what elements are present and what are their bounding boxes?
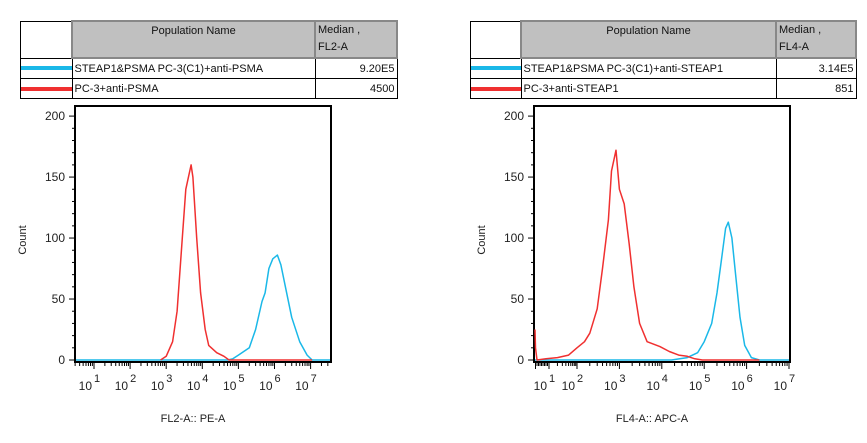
header-median-line1: Median , xyxy=(318,24,361,36)
x-tick-exponent: 6 xyxy=(747,373,753,385)
y-tick-label: 200 xyxy=(45,109,65,123)
y-axis-label: Count xyxy=(17,225,29,254)
histogram-series-red xyxy=(160,164,313,361)
legend-row: PC-3+anti-PSMA 4500 xyxy=(20,78,398,99)
x-tick-label: 10 xyxy=(731,379,745,393)
x-tick-exponent: 4 xyxy=(662,373,668,385)
y-tick-label: 200 xyxy=(504,109,524,123)
x-tick-label: 10 xyxy=(187,379,201,393)
y-tick-label: 50 xyxy=(511,292,525,306)
median-value: 851 xyxy=(775,78,857,99)
header-population-name: Population Name xyxy=(71,20,316,59)
x-axis-label: FL2-A:: PE-A xyxy=(161,413,226,425)
histogram-series-red xyxy=(534,149,760,361)
header-median-line2: FL4-A xyxy=(779,41,809,53)
x-tick-exponent: 5 xyxy=(704,373,710,385)
x-tick-label: 10 xyxy=(774,379,788,393)
plot-frame xyxy=(533,105,791,363)
histogram-series-blue xyxy=(535,221,789,361)
x-tick-exponent: 2 xyxy=(577,373,583,385)
header-median: Median , FL2-A xyxy=(314,20,398,59)
legend-table-left: Population Name Median , FL2-A STEAP1&PSM… xyxy=(20,20,398,99)
y-tick-label: 0 xyxy=(58,353,65,367)
x-tick-exponent: 1 xyxy=(549,373,555,385)
x-tick-label: 10 xyxy=(79,379,93,393)
x-tick-label: 10 xyxy=(259,379,273,393)
x-tick-exponent: 5 xyxy=(238,373,244,385)
x-axis-label: FL4-A:: APC-A xyxy=(616,413,689,425)
x-tick-label: 10 xyxy=(534,379,548,393)
x-tick-exponent: 1 xyxy=(94,373,100,385)
legend-header-blank xyxy=(20,20,73,59)
plot-frame xyxy=(74,105,332,363)
legend-header-blank xyxy=(470,20,522,59)
y-tick-label: 150 xyxy=(504,170,524,184)
legend-swatch-red xyxy=(20,78,73,99)
y-tick-label: 50 xyxy=(52,292,66,306)
header-median: Median , FL4-A xyxy=(775,20,857,59)
y-tick-label: 100 xyxy=(45,231,65,245)
x-tick-label: 10 xyxy=(689,379,703,393)
x-tick-label: 10 xyxy=(223,379,237,393)
legend-table-right: Population Name Median , FL4-A STEAP1&PSM… xyxy=(470,20,857,99)
x-tick-label: 10 xyxy=(295,379,309,393)
y-tick-label: 0 xyxy=(517,353,524,367)
legend-row: PC-3+anti-STEAP1 851 xyxy=(470,78,857,99)
header-population-name: Population Name xyxy=(520,20,777,59)
x-tick-exponent: 6 xyxy=(275,373,281,385)
legend-row: STEAP1&PSMA PC-3(C1)+anti-STEAP1 3.14E5 xyxy=(470,57,857,79)
median-value: 4500 xyxy=(314,78,398,99)
legend-row: STEAP1&PSMA PC-3(C1)+anti-PSMA 9.20E5 xyxy=(20,57,398,79)
y-tick-label: 100 xyxy=(504,231,524,245)
y-tick-label: 150 xyxy=(45,170,65,184)
population-name: PC-3+anti-PSMA xyxy=(71,78,316,99)
population-name: STEAP1&PSMA PC-3(C1)+anti-PSMA xyxy=(71,57,316,79)
population-name: STEAP1&PSMA PC-3(C1)+anti-STEAP1 xyxy=(520,57,777,79)
x-tick-exponent: 2 xyxy=(130,373,136,385)
header-median-line2: FL2-A xyxy=(318,41,348,53)
x-tick-exponent: 3 xyxy=(619,373,625,385)
x-tick-exponent: 3 xyxy=(166,373,172,385)
x-tick-label: 10 xyxy=(604,379,618,393)
x-tick-label: 10 xyxy=(646,379,660,393)
x-tick-label: 10 xyxy=(562,379,576,393)
x-tick-exponent: 7 xyxy=(789,373,795,385)
population-name: PC-3+anti-STEAP1 xyxy=(520,78,777,99)
x-tick-exponent: 4 xyxy=(202,373,208,385)
x-tick-label: 10 xyxy=(115,379,129,393)
histogram-series-blue xyxy=(76,254,330,361)
x-tick-exponent: 7 xyxy=(311,373,317,385)
y-axis-label: Count xyxy=(476,225,488,254)
header-median-line1: Median , xyxy=(779,24,822,36)
x-tick-label: 10 xyxy=(151,379,165,393)
